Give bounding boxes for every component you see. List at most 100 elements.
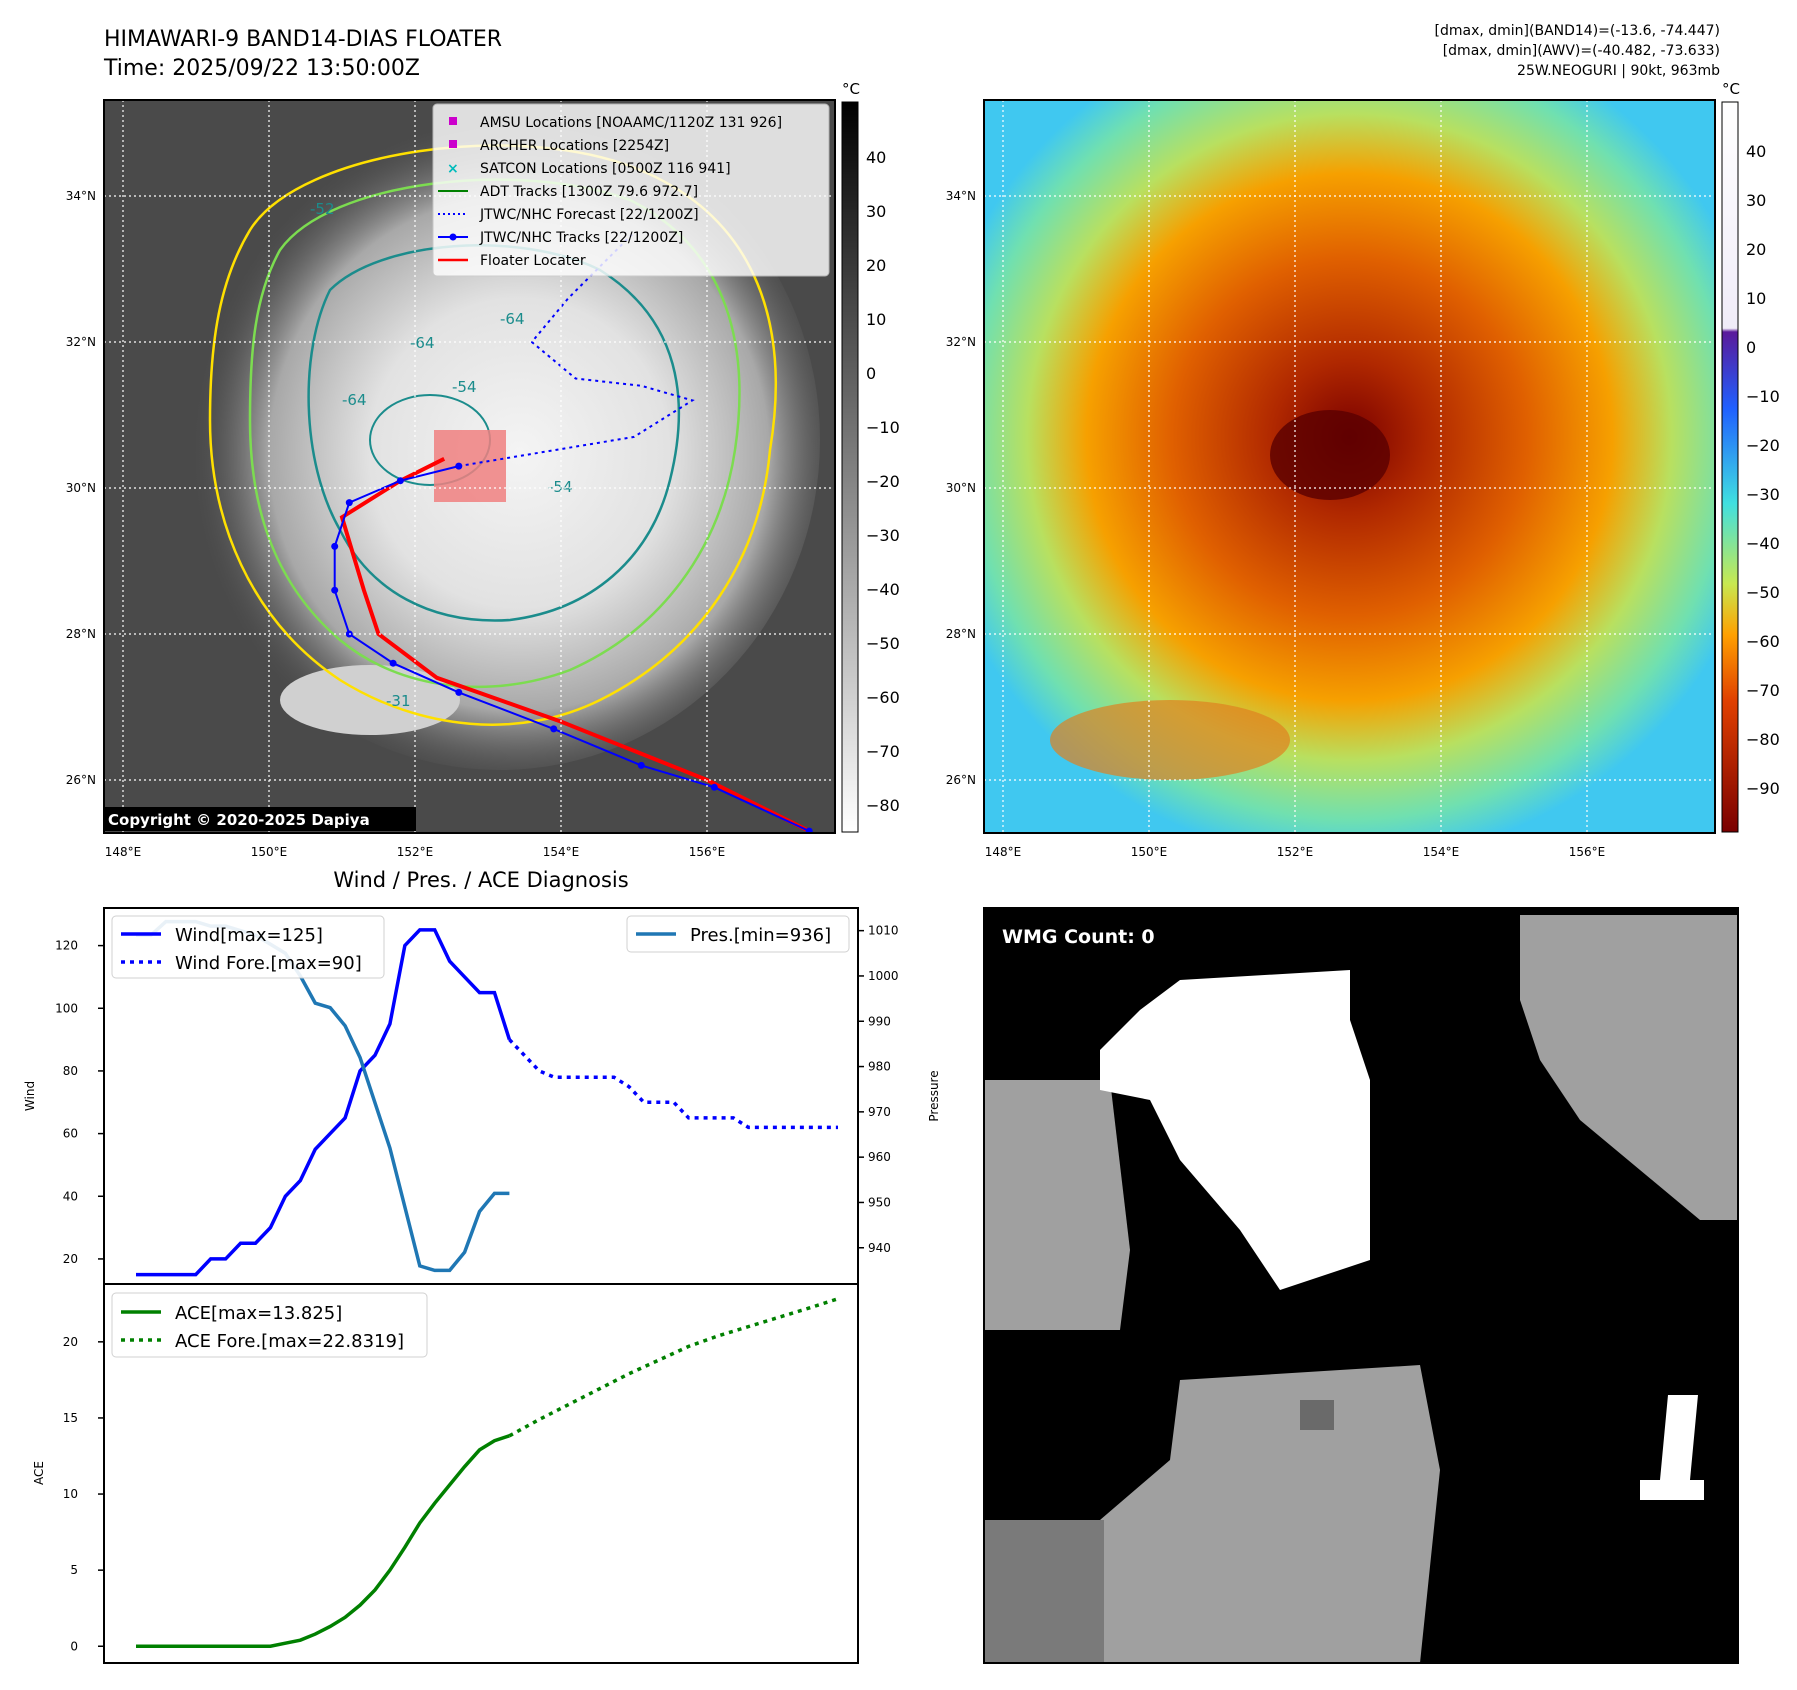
copyright-box: [104, 807, 416, 831]
awv-colorbar-unit: °C: [1722, 80, 1740, 98]
ir-colorbar-unit: °C: [842, 80, 860, 98]
ace-axes-frame: [103, 1283, 859, 1664]
wind-tick-label: 80: [63, 1064, 78, 1078]
svg-text:156°E: 156°E: [689, 845, 726, 859]
jtwc-track-point: [331, 542, 339, 550]
svg-text:−30: −30: [1746, 485, 1780, 504]
svg-text:30: 30: [1746, 191, 1766, 210]
svg-text:−10: −10: [1746, 387, 1780, 406]
jtwc-track-point: [637, 761, 645, 769]
svg-text:34°N: 34°N: [66, 189, 96, 203]
svg-text:−40: −40: [1746, 534, 1780, 553]
wind-tick-label: 120: [55, 939, 78, 953]
svg-text:−90: −90: [1746, 779, 1780, 798]
meta-awv: [dmax, dmin](AWV)=(-40.482, -73.633): [1442, 43, 1720, 59]
ir-rainband: [280, 665, 460, 735]
svg-text:Wind[max=125]: Wind[max=125]: [175, 925, 323, 946]
svg-text:150°E: 150°E: [1131, 845, 1168, 859]
svg-text:28°N: 28°N: [66, 627, 96, 641]
svg-text:152°E: 152°E: [397, 845, 434, 859]
wmg-gray-w: [984, 1080, 1130, 1330]
svg-text:−80: −80: [1746, 730, 1780, 749]
awv-colorbar-ticks: 40 30 20 10 0 −10 −20 −30 −40 −50 −60 −7…: [1746, 142, 1780, 798]
legend-satcon: SATCON Locations [0500Z 116 941]: [480, 161, 731, 177]
ace-tick-label: 5: [70, 1563, 78, 1577]
wind-axis-label: Wind: [23, 1081, 37, 1111]
jtwc-track-point: [455, 688, 463, 696]
svg-text:−20: −20: [866, 472, 900, 491]
svg-text:34°N: 34°N: [946, 189, 976, 203]
svg-text:0: 0: [1746, 338, 1756, 357]
ace-series-line: [136, 1434, 510, 1649]
contour-label: -64: [342, 391, 367, 409]
svg-text:30: 30: [866, 202, 886, 221]
diagnosis-title: Wind / Pres. / ACE Diagnosis: [333, 868, 628, 892]
wind-tick-label: 60: [63, 1127, 78, 1141]
legend-floater: Floater Locater: [480, 253, 586, 269]
svg-text:−30: −30: [866, 526, 900, 545]
svg-text:148°E: 148°E: [985, 845, 1022, 859]
svg-text:154°E: 154°E: [1423, 845, 1460, 859]
ace-legend: ACE[max=13.825] ACE Fore.[max=22.8319]: [111, 1292, 428, 1358]
wmg-gray-cell: [1300, 1400, 1334, 1430]
wind-forecast-series-line: [508, 1038, 838, 1130]
floater-track: [339, 457, 811, 833]
pressure-tick-label: 1010: [868, 924, 899, 938]
awv-lon-ticks: 148°E 150°E 152°E 154°E 156°E: [985, 845, 1606, 859]
legend-forecast: JTWC/NHC Forecast [22/1200Z]: [479, 207, 699, 223]
svg-text:−80: −80: [866, 796, 900, 815]
awv-rainband: [1050, 700, 1290, 780]
svg-text:150°E: 150°E: [251, 845, 288, 859]
floater-box: [434, 430, 506, 502]
ir-lon-ticks: 148°E 150°E 152°E 154°E 156°E: [105, 845, 726, 859]
copyright-text: Copyright © 2020-2025 Dapiya: [108, 811, 370, 829]
svg-text:−50: −50: [866, 634, 900, 653]
ace-forecast-series-line: [508, 1297, 839, 1438]
legend-jtwc-tracks: JTWC/NHC Tracks [22/1200Z]: [479, 230, 683, 246]
svg-text:−70: −70: [866, 742, 900, 761]
pressure-tick-label: 960: [868, 1150, 891, 1164]
legend-adt: ADT Tracks [1300Z 79.6 972.7]: [480, 184, 698, 200]
jtwc-track-point: [331, 586, 339, 594]
pressure-tick-label: 990: [868, 1014, 891, 1028]
wmg-count-label: WMG Count: 0: [1002, 926, 1155, 948]
pressure-axis-label: Pressure: [927, 1070, 941, 1121]
awv-gridlines: [984, 100, 1715, 833]
contour-label: -64: [500, 310, 525, 328]
svg-text:Pres.[min=936]: Pres.[min=936]: [690, 925, 831, 946]
legend-archer: ARCHER Locations [2254Z]: [480, 138, 669, 154]
svg-text:20: 20: [1746, 240, 1766, 259]
svg-text:−40: −40: [866, 580, 900, 599]
wind-tick-label: 40: [63, 1189, 78, 1203]
satcon-x-icon: ×: [447, 161, 459, 177]
svg-text:40: 40: [866, 148, 886, 167]
jtwc-track-point: [396, 477, 404, 485]
svg-text:20: 20: [866, 256, 886, 275]
jtwc-track-point: [345, 499, 353, 507]
jtwc-track-point: [710, 783, 718, 791]
svg-text:26°N: 26°N: [946, 773, 976, 787]
awv-map-frame: [983, 99, 1716, 834]
wind-tick-label: 20: [63, 1252, 78, 1266]
pressure-tick-label: 970: [868, 1105, 891, 1119]
svg-text:26°N: 26°N: [66, 773, 96, 787]
awv-lat-ticks: 34°N 32°N 30°N 28°N 26°N: [946, 189, 976, 787]
svg-text:10: 10: [1746, 289, 1766, 308]
ir-legend: AMSU Locations [NOAAMC/1120Z 131 926] AR…: [432, 103, 830, 277]
svg-text:28°N: 28°N: [946, 627, 976, 641]
meta-band14: [dmax, dmin](BAND14)=(-13.6, -74.447): [1434, 23, 1721, 39]
awv-colorbar: [1721, 101, 1739, 833]
ir-map-panel: -52 -64 -64 -54 -64 -54 -31 AMSU Locati: [66, 80, 900, 859]
wind-series-line: [136, 928, 512, 1277]
svg-text:ACE[max=13.825]: ACE[max=13.825]: [175, 1303, 342, 1324]
jtwc-track: [333, 465, 810, 833]
svg-text:−70: −70: [1746, 681, 1780, 700]
ir-map-frame: [103, 99, 836, 834]
legend-amsu: AMSU Locations [NOAAMC/1120Z 131 926]: [480, 115, 782, 131]
svg-text:−60: −60: [1746, 632, 1780, 651]
jtwc-track-point: [805, 827, 813, 833]
wmg-white-cloud: [1100, 970, 1370, 1290]
figure-time: Time: 2025/09/22 13:50:00Z: [104, 56, 420, 81]
contour-label: -54: [548, 478, 573, 496]
